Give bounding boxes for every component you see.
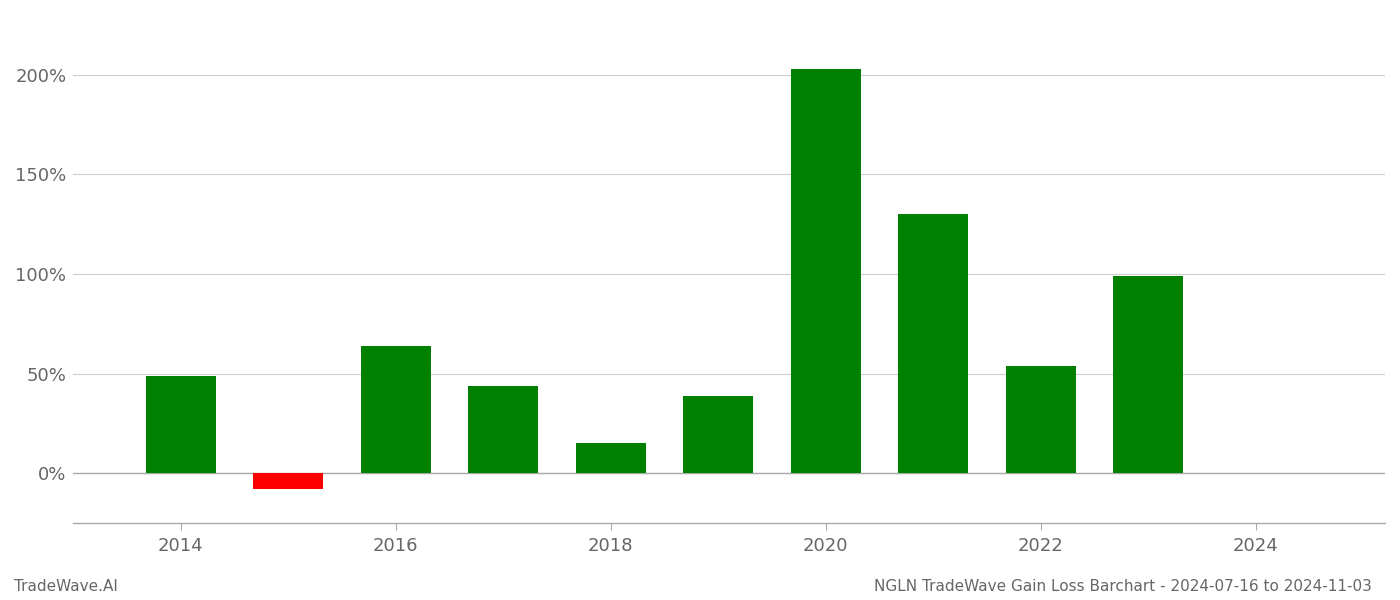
- Bar: [899, 214, 969, 473]
- Bar: [791, 69, 861, 473]
- Bar: [575, 443, 645, 473]
- Bar: [683, 395, 753, 473]
- Bar: [1007, 365, 1075, 473]
- Text: TradeWave.AI: TradeWave.AI: [14, 579, 118, 594]
- Bar: [253, 473, 323, 489]
- Bar: [1113, 276, 1183, 473]
- Text: NGLN TradeWave Gain Loss Barchart - 2024-07-16 to 2024-11-03: NGLN TradeWave Gain Loss Barchart - 2024…: [874, 579, 1372, 594]
- Bar: [469, 386, 538, 473]
- Bar: [361, 346, 431, 473]
- Bar: [146, 376, 216, 473]
